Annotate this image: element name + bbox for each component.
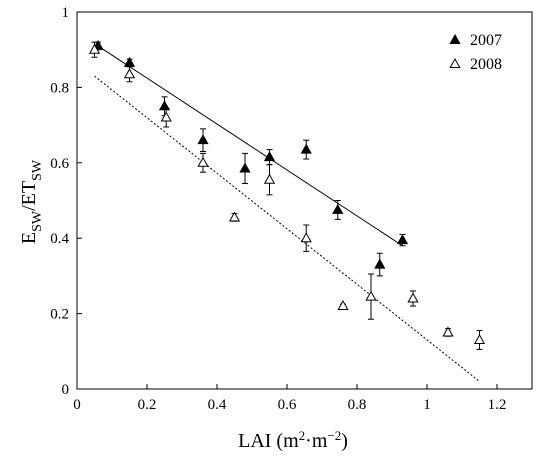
legend-label-2008: 2008 [470, 56, 502, 73]
plot-frame [76, 11, 533, 390]
series-2007-point [300, 143, 312, 154]
series-2007-point [197, 134, 209, 145]
x-tick-label: 1.2 [488, 397, 507, 413]
axes: 0 0.2 0.4 0.6 0.8 1 1.2 0 0.2 0.4 0.6 0.8 1 [50, 5, 533, 413]
series-2007-point [374, 258, 386, 269]
y-tick-label: 1 [62, 5, 70, 21]
y-tick-label: 0.6 [50, 156, 69, 172]
series-2008-fit-line [94, 75, 480, 382]
series-2008-point [160, 111, 172, 122]
legend-label-2007: 2007 [470, 32, 502, 49]
x-tick-label: 0.8 [348, 397, 367, 413]
legend-marker-2007 [449, 33, 461, 44]
series-2007-point [263, 151, 276, 162]
y-tick-label: 0.2 [50, 307, 69, 323]
x-tick-label: 0.4 [208, 397, 227, 413]
plot-area [88, 39, 486, 382]
x-tick-label: 1 [423, 397, 431, 413]
x-tick-label: 0.2 [138, 397, 157, 413]
series-2008-point [365, 290, 377, 301]
x-axis-title: LAI (m2·m−2) [238, 428, 348, 452]
series-2008-point [88, 43, 101, 54]
y-axis-title: ESW/ETSW [18, 159, 45, 244]
series-2007-point [123, 56, 136, 67]
y-tick-label: 0.8 [50, 80, 69, 96]
series-2007-point [332, 203, 344, 214]
y-tick-label: 0 [62, 382, 70, 398]
legend-marker-2008 [449, 57, 461, 68]
series-2008-point [228, 211, 241, 222]
series-2007-point [396, 234, 409, 245]
series-2008-point [197, 156, 209, 167]
y-tick-label: 0.4 [50, 231, 69, 247]
series-2008-point [407, 292, 419, 303]
series-2008-point [263, 173, 276, 184]
series-2007-fit-line [97, 45, 403, 247]
series-2008-point [473, 333, 486, 344]
series-2007-point [239, 162, 251, 173]
series-2008-point [442, 326, 454, 337]
series-2008-point [300, 232, 312, 243]
x-tick-label: 0 [73, 397, 81, 413]
x-tick-label: 0.6 [278, 397, 297, 413]
series-2008-point [123, 68, 136, 79]
series-2008-point [337, 300, 349, 311]
series-2007-point [158, 100, 171, 111]
legend: 2007 2008 [449, 32, 502, 73]
